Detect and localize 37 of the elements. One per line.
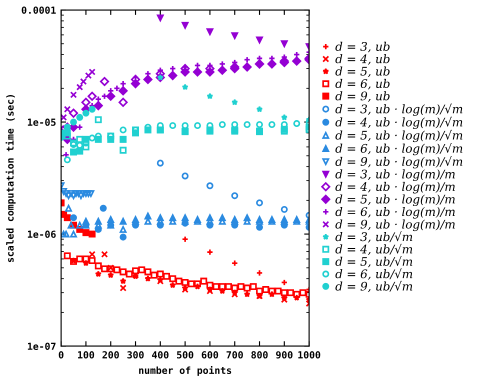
x-tick-label: 200	[102, 351, 119, 358]
legend-label: d = 9, ub/√m	[335, 280, 412, 292]
legend-label: d = 5, ub	[335, 66, 390, 78]
legend-label: d = 5, ub · log(m)/m	[335, 194, 455, 206]
x-tick-label: 400	[152, 351, 169, 358]
legend-label: d = 3, ub	[335, 42, 390, 52]
x-tick-label: 0	[58, 351, 64, 358]
legend-label: d = 6, ub	[335, 78, 390, 90]
legend-label: d = 6, ub · log(m)/m	[335, 206, 455, 219]
x-tick-label: 600	[202, 351, 218, 359]
legend-label: d = 3, ub/√m	[335, 231, 412, 243]
legend-label: d = 5, ub · log(m)/√m	[335, 130, 462, 142]
x-tick-label: 700	[226, 351, 243, 358]
x-tick-label: 800	[251, 351, 268, 358]
x-tick-label: 900	[276, 351, 293, 359]
y-tick-label: 1e-06	[28, 230, 56, 238]
y-tick-label: 1e-07	[28, 342, 56, 350]
x-tick-label: 1000	[298, 351, 320, 358]
x-axis-title: number of points	[139, 366, 232, 376]
y-tick-label: 1e-05	[28, 118, 56, 126]
x-tick-label: 500	[177, 351, 194, 358]
legend-label: d = 3, ub · log(m)/√m	[335, 104, 462, 116]
legend-label: d = 5, ub/√m	[335, 256, 412, 268]
legend-label: d = 4, ub · log(m)/m	[335, 182, 455, 194]
legend-label: d = 6, ub/√m	[335, 268, 412, 280]
legend-label: d = 9, ub · log(m)/m	[335, 220, 455, 232]
legend-label: d = 4, ub/√m	[335, 244, 412, 256]
legend-label: d = 4, ub · log(m)/√m	[335, 116, 462, 129]
legend-label: d = 9, ub · log(m)/√m	[335, 156, 462, 168]
x-tick-label: 300	[127, 351, 144, 358]
legend-label: d = 3, ub · log(m)/m	[335, 169, 455, 181]
x-tick-label: 100	[78, 351, 94, 358]
y-axis-title: scaled computation time (sec)	[6, 95, 16, 262]
legend-label: d = 4, ub	[335, 54, 390, 65]
legend-label: d = 9, ub	[335, 91, 390, 102]
legend-label: d = 6, ub · log(m)/√m	[335, 143, 462, 156]
y-tick-label: 0.0001	[22, 6, 56, 14]
